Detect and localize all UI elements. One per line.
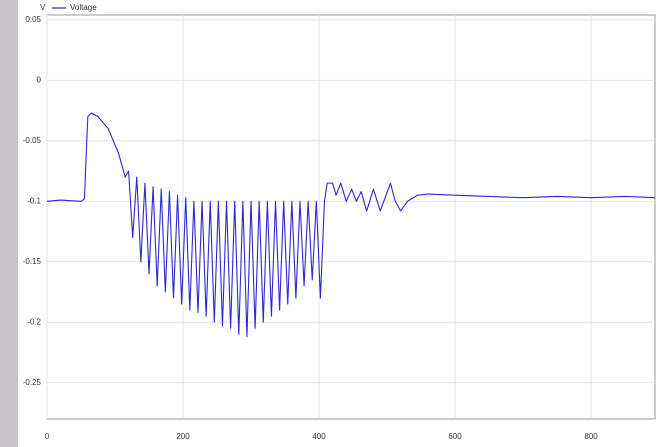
panel (18, 0, 665, 447)
x-tick-label: 800 (584, 432, 598, 441)
y-axis-label: V (40, 3, 46, 12)
y-tick-label: 0 (37, 75, 42, 84)
x-tick-label: 200 (176, 432, 190, 441)
y-tick-label: -0.2 (27, 317, 41, 326)
y-tick-label: -0.05 (23, 136, 42, 145)
chart: V Voltage 0.05 0 -0.05 -0.1 -0.15 -0.2 -0.25 0 2… (0, 0, 665, 447)
x-tick-label: 600 (448, 432, 462, 441)
x-tick-label: 400 (312, 432, 326, 441)
y-tick-label: -0.1 (27, 196, 41, 205)
x-tick-label: 0 (45, 432, 50, 441)
y-tick-label: -0.25 (23, 378, 42, 387)
y-tick-label: 0.05 (25, 15, 41, 24)
y-tick-label: -0.15 (23, 257, 42, 266)
legend-label: Voltage (70, 3, 97, 12)
